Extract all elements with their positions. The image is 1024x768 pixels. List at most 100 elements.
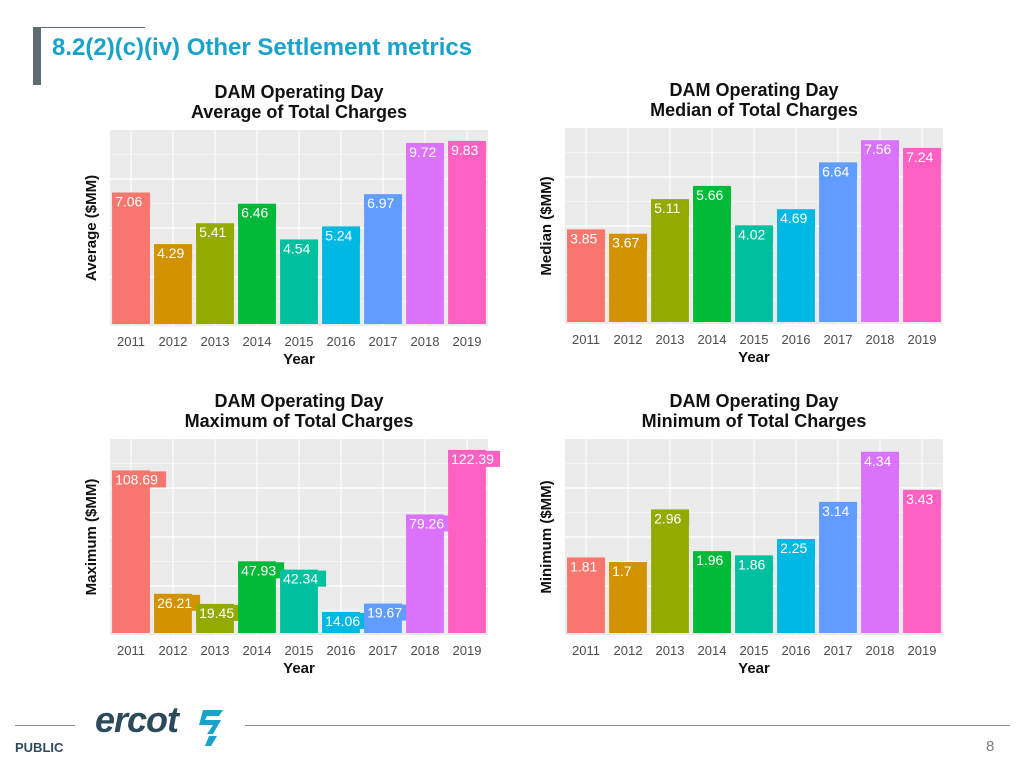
bar-2019 — [903, 489, 941, 633]
x-tick-label: 2017 — [824, 643, 853, 658]
bar-2013 — [651, 509, 689, 633]
data-label: 4.69 — [780, 210, 807, 226]
x-tick-label: 2018 — [866, 643, 895, 658]
bar-2018 — [861, 451, 899, 633]
footer-rule-left — [15, 725, 75, 726]
bar-2011 — [112, 470, 150, 633]
data-label: 5.66 — [696, 187, 723, 203]
bar-2017 — [819, 501, 857, 633]
title-accent-bar — [33, 27, 41, 85]
data-label: 1.86 — [738, 556, 765, 572]
data-label: 19.67 — [367, 605, 402, 621]
chart-title-line: DAM Operating Day — [214, 391, 383, 411]
x-tick-label: 2011 — [117, 334, 145, 349]
x-tick-label: 2017 — [369, 334, 398, 349]
bar-2018 — [861, 140, 899, 322]
data-label-bg — [196, 604, 243, 621]
bar-2017 — [364, 194, 402, 324]
x-tick-label: 2013 — [201, 643, 230, 658]
ercot-logo-text: ercot — [95, 700, 181, 740]
x-tick-label: 2019 — [453, 643, 482, 658]
data-label: 3.67 — [612, 235, 639, 251]
x-tick-label: 2014 — [243, 334, 272, 349]
data-label: 79.26 — [409, 515, 444, 531]
data-label-bg — [567, 558, 606, 575]
data-label: 6.97 — [367, 195, 394, 211]
x-tick-label: 2011 — [117, 643, 145, 658]
bar-2017 — [819, 162, 857, 322]
x-tick-label: 2018 — [866, 332, 895, 347]
data-label-bg — [322, 227, 361, 244]
data-label: 5.41 — [199, 224, 226, 240]
data-label-bg — [567, 230, 606, 247]
x-tick-label: 2014 — [243, 643, 272, 658]
ercot-logo: ercot — [95, 700, 223, 746]
data-label: 4.34 — [864, 453, 891, 469]
data-label-bg — [196, 224, 235, 241]
bar-2011 — [112, 192, 150, 324]
x-axis-title: Year — [283, 660, 315, 677]
data-label: 5.24 — [325, 227, 352, 243]
x-tick-label: 2015 — [285, 643, 314, 658]
classification-label: PUBLIC — [15, 740, 64, 755]
y-axis-title: Median ($MM) — [538, 176, 555, 275]
data-label-bg — [777, 210, 816, 227]
bar-2016 — [777, 209, 815, 322]
data-label: 2.96 — [654, 510, 681, 526]
data-label-bg — [609, 563, 640, 580]
data-label: 4.29 — [157, 245, 184, 261]
data-label: 26.21 — [157, 595, 192, 611]
data-label-bg — [238, 204, 277, 221]
data-label: 1.96 — [696, 552, 723, 568]
bar-2013 — [651, 199, 689, 322]
x-tick-label: 2019 — [453, 334, 482, 349]
data-label-bg — [735, 556, 774, 573]
data-label-bg — [154, 594, 201, 611]
bar-2019 — [448, 140, 486, 324]
x-tick-label: 2013 — [201, 334, 230, 349]
title-accent-line — [41, 27, 145, 28]
data-label: 3.14 — [822, 503, 849, 519]
data-label: 7.24 — [906, 149, 933, 165]
chart-title-line: DAM Operating Day — [669, 80, 838, 100]
x-axis-title: Year — [283, 351, 315, 368]
data-label-bg — [364, 195, 403, 212]
data-label-bg — [903, 490, 942, 507]
data-label-bg — [322, 612, 369, 629]
footer-rule-right — [245, 725, 1010, 726]
y-axis-title: Maximum ($MM) — [83, 479, 100, 596]
bar-2014 — [238, 203, 276, 324]
data-label-bg — [861, 452, 900, 469]
data-label: 1.81 — [570, 558, 597, 574]
x-tick-label: 2013 — [656, 332, 685, 347]
data-label-bg — [280, 570, 327, 587]
data-label: 7.56 — [864, 141, 891, 157]
chart-title-line: Minimum of Total Charges — [642, 411, 867, 431]
y-axis-title: Average ($MM) — [83, 175, 100, 281]
data-label-bg — [280, 240, 319, 257]
slide-title: 8.2(2)(c)(iv) Other Settlement metrics — [52, 34, 473, 61]
x-tick-label: 2016 — [327, 334, 356, 349]
data-label: 4.02 — [738, 226, 765, 242]
x-tick-label: 2016 — [782, 643, 811, 658]
x-tick-label: 2012 — [159, 643, 188, 658]
data-label: 3.43 — [906, 491, 933, 507]
data-label: 5.11 — [654, 200, 680, 216]
x-tick-label: 2016 — [782, 332, 811, 347]
x-tick-label: 2015 — [740, 643, 769, 658]
data-label: 6.46 — [241, 205, 268, 221]
x-tick-label: 2013 — [656, 643, 685, 658]
x-tick-label: 2014 — [698, 332, 727, 347]
data-label-bg — [693, 186, 732, 203]
bar-2018 — [406, 142, 444, 324]
data-label-bg — [406, 143, 445, 160]
data-label-bg — [112, 471, 167, 488]
chart-title-line: DAM Operating Day — [669, 391, 838, 411]
data-label: 6.64 — [822, 163, 849, 179]
data-label-bg — [238, 562, 285, 579]
bar-2018 — [406, 514, 444, 633]
data-label: 2.25 — [780, 540, 807, 556]
bar-2014 — [693, 185, 731, 322]
data-label-bg — [819, 163, 858, 180]
